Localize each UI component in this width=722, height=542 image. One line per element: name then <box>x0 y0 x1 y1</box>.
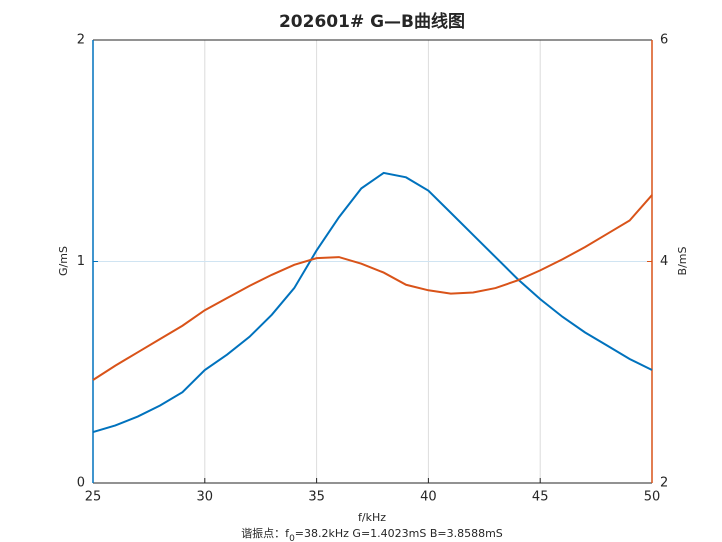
line-G <box>92 171 653 434</box>
x-tick-label: 45 <box>532 490 549 505</box>
chart-title: 202601# G—B曲线图 <box>279 11 465 32</box>
y-tick-label: 1 <box>77 254 85 269</box>
x-tick-label: 30 <box>197 490 214 505</box>
annotation-subscript: 0 <box>289 534 295 542</box>
y2-tick-label: 6 <box>660 33 668 48</box>
x-tick-label: 40 <box>420 490 437 505</box>
line-B <box>92 194 653 381</box>
x-axis-label: f/kHz <box>358 511 386 524</box>
annotation-prefix: 谐振点：f <box>241 526 290 540</box>
x-tick-label: 50 <box>644 490 661 505</box>
y-axis-label: G/mS <box>57 246 70 276</box>
y2-tick-label: 4 <box>660 254 668 269</box>
x-tick-label: 35 <box>308 490 325 505</box>
annotation: 谐振点：f0=38.2kHz G=1.4023mS B=3.8588mS <box>241 526 503 542</box>
annotation-suffix: =38.2kHz G=1.4023mS B=3.8588mS <box>295 527 503 540</box>
y-tick-label: 0 <box>77 476 85 491</box>
y-tick-label: 2 <box>77 33 85 48</box>
x-tick-label: 25 <box>85 490 102 505</box>
y2-tick-label: 2 <box>660 476 668 491</box>
y2-axis-label: B/mS <box>676 247 689 276</box>
